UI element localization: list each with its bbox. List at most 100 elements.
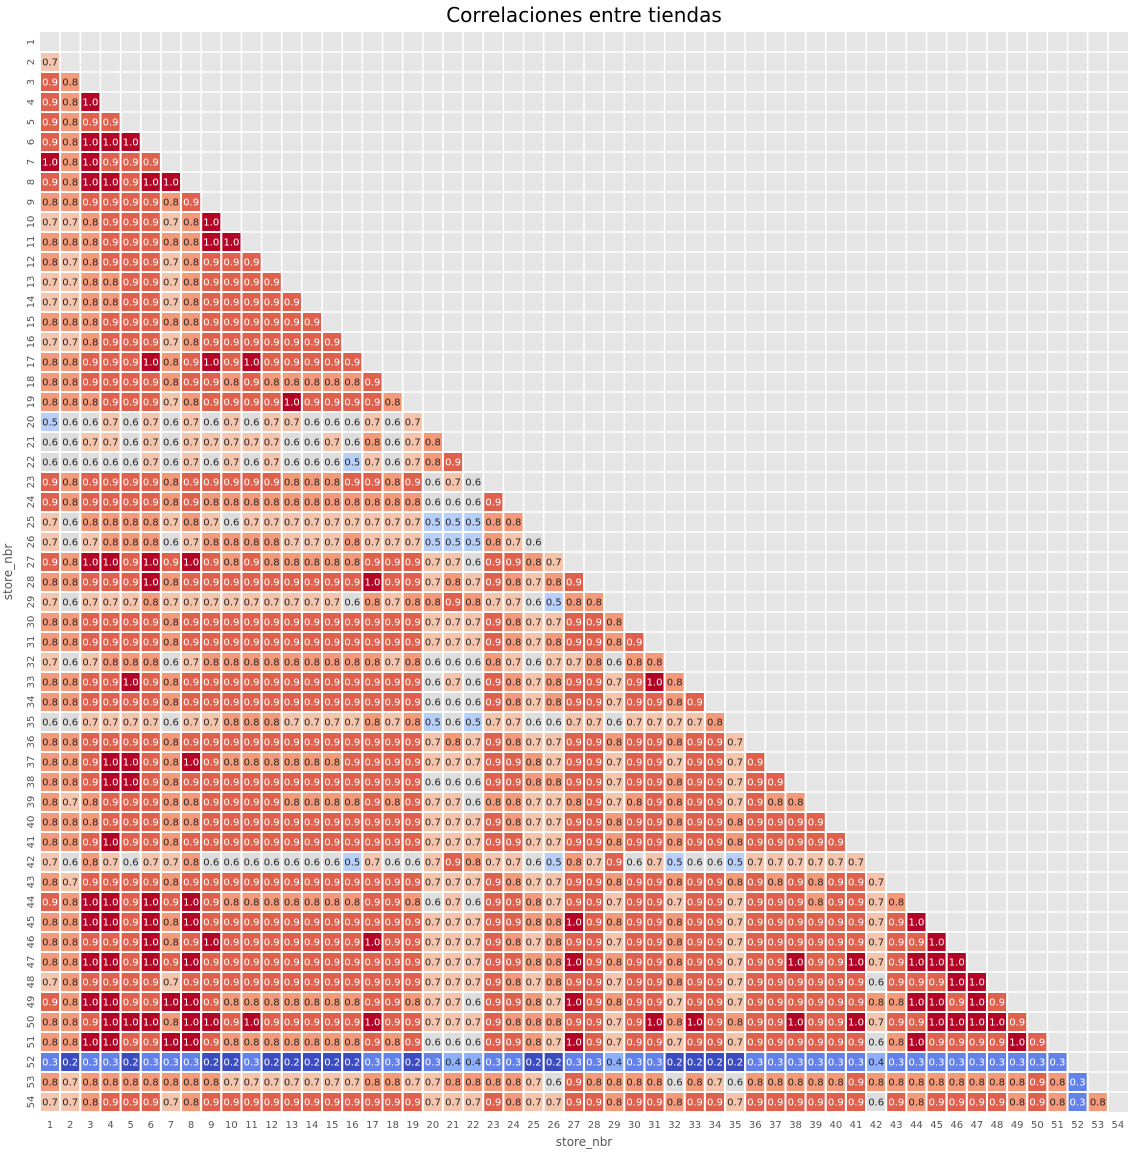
cell-value-label: 0.7 xyxy=(42,518,58,529)
cell-value-label: 0.9 xyxy=(808,958,824,969)
cell-value-label: 0.9 xyxy=(203,258,219,269)
cell-value-label: 0.9 xyxy=(626,1038,642,1049)
cell-value-label: 0.8 xyxy=(42,638,58,649)
cell-value-label: 0.8 xyxy=(747,1078,763,1089)
cell-value-label: 0.8 xyxy=(506,678,522,689)
cell-value-label: 0.3 xyxy=(103,1058,119,1069)
cell-value-label: 0.9 xyxy=(103,818,119,829)
cell-value-label: 0.5 xyxy=(667,858,683,869)
cell-value-label: 0.9 xyxy=(344,478,360,489)
cell-value-label: 0.7 xyxy=(445,818,461,829)
cell-value-label: 0.3 xyxy=(586,1058,602,1069)
cell-value-label: 0.2 xyxy=(526,1058,542,1069)
cell-value-label: 0.9 xyxy=(848,938,864,949)
cell-value-label: 0.9 xyxy=(767,918,783,929)
cell-value-label: 0.9 xyxy=(82,1018,98,1029)
cell-value-label: 1.0 xyxy=(82,178,98,189)
y-tick-label: 34 xyxy=(26,696,37,709)
cell-value-label: 0.8 xyxy=(888,1038,904,1049)
cell-value-label: 1.0 xyxy=(949,978,965,989)
cell-value-label: 0.8 xyxy=(264,758,280,769)
cell-value-label: 0.7 xyxy=(62,1098,78,1109)
cell-value-label: 0.8 xyxy=(586,598,602,609)
cell-value-label: 0.9 xyxy=(747,1018,763,1029)
cell-value-label: 0.9 xyxy=(264,478,280,489)
cell-value-label: 0.9 xyxy=(324,738,340,749)
cell-value-label: 0.8 xyxy=(42,1018,58,1029)
cell-value-label: 0.9 xyxy=(485,978,501,989)
cell-value-label: 0.9 xyxy=(304,618,320,629)
cell-value-label: 0.7 xyxy=(284,518,300,529)
cell-value-label: 0.8 xyxy=(324,378,340,389)
x-tick-label: 31 xyxy=(648,1120,661,1131)
cell-value-label: 0.8 xyxy=(667,1018,683,1029)
cell-value-label: 0.9 xyxy=(485,838,501,849)
cell-value-label: 0.8 xyxy=(42,398,58,409)
cell-value-label: 0.8 xyxy=(606,1078,622,1089)
cell-value-label: 0.9 xyxy=(244,958,260,969)
cell-value-label: 0.7 xyxy=(264,458,280,469)
cell-value-label: 0.8 xyxy=(667,798,683,809)
cell-value-label: 0.9 xyxy=(82,698,98,709)
cell-value-label: 0.8 xyxy=(62,118,78,129)
cell-value-label: 0.7 xyxy=(425,558,441,569)
cell-value-label: 1.0 xyxy=(103,1018,119,1029)
cell-value-label: 0.7 xyxy=(425,618,441,629)
cell-value-label: 0.9 xyxy=(506,998,522,1009)
cell-value-label: 0.9 xyxy=(485,638,501,649)
cell-value-label: 0.8 xyxy=(506,878,522,889)
cell-value-label: 0.6 xyxy=(203,858,219,869)
cell-value-label: 0.8 xyxy=(42,818,58,829)
cell-value-label: 0.8 xyxy=(485,798,501,809)
x-tick-label: 12 xyxy=(265,1120,278,1131)
cell-value-label: 0.8 xyxy=(183,238,199,249)
cell-value-label: 0.9 xyxy=(485,738,501,749)
cell-value-label: 0.8 xyxy=(667,698,683,709)
cell-value-label: 0.9 xyxy=(707,978,723,989)
cell-value-label: 0.9 xyxy=(264,338,280,349)
cell-value-label: 0.9 xyxy=(183,618,199,629)
cell-value-label: 0.8 xyxy=(1090,1098,1106,1109)
cell-value-label: 0.9 xyxy=(707,1018,723,1029)
cell-value-label: 0.9 xyxy=(626,998,642,1009)
cell-value-label: 0.9 xyxy=(42,898,58,909)
y-tick-label: 31 xyxy=(26,636,37,649)
cell-value-label: 0.6 xyxy=(82,418,98,429)
cell-value-label: 0.7 xyxy=(163,598,179,609)
cell-value-label: 0.6 xyxy=(385,418,401,429)
cell-value-label: 0.6 xyxy=(606,718,622,729)
cell-value-label: 0.9 xyxy=(687,738,703,749)
cell-value-label: 0.9 xyxy=(244,338,260,349)
cell-value-label: 0.8 xyxy=(143,1078,159,1089)
cell-value-label: 0.9 xyxy=(707,1038,723,1049)
cell-value-label: 0.7 xyxy=(546,998,562,1009)
cell-value-label: 0.9 xyxy=(707,878,723,889)
cell-value-label: 0.7 xyxy=(82,598,98,609)
cell-value-label: 0.8 xyxy=(62,198,78,209)
cell-value-label: 0.7 xyxy=(324,538,340,549)
cell-value-label: 1.0 xyxy=(82,958,98,969)
cell-value-label: 0.8 xyxy=(546,1018,562,1029)
cell-value-label: 0.7 xyxy=(848,858,864,869)
cell-value-label: 0.6 xyxy=(62,438,78,449)
x-tick-label: 48 xyxy=(991,1120,1004,1131)
cell-value-label: 0.9 xyxy=(42,138,58,149)
cell-value-label: 0.7 xyxy=(62,878,78,889)
cell-value-label: 0.8 xyxy=(667,838,683,849)
cell-value-label: 0.8 xyxy=(82,338,98,349)
cell-value-label: 0.8 xyxy=(364,1078,380,1089)
cell-value-label: 0.8 xyxy=(1009,1078,1025,1089)
cell-value-label: 0.8 xyxy=(908,1078,924,1089)
cell-value-label: 0.9 xyxy=(82,638,98,649)
cell-value-label: 0.9 xyxy=(405,938,421,949)
cell-value-label: 0.9 xyxy=(103,158,119,169)
cell-value-label: 0.7 xyxy=(42,58,58,69)
cell-value-label: 0.8 xyxy=(506,798,522,809)
x-tick-label: 8 xyxy=(188,1120,194,1131)
cell-value-label: 0.8 xyxy=(667,778,683,789)
cell-value-label: 0.6 xyxy=(203,418,219,429)
cell-value-label: 0.9 xyxy=(324,638,340,649)
cell-value-label: 1.0 xyxy=(788,1018,804,1029)
cell-value-label: 0.9 xyxy=(848,1078,864,1089)
cell-value-label: 0.6 xyxy=(465,998,481,1009)
